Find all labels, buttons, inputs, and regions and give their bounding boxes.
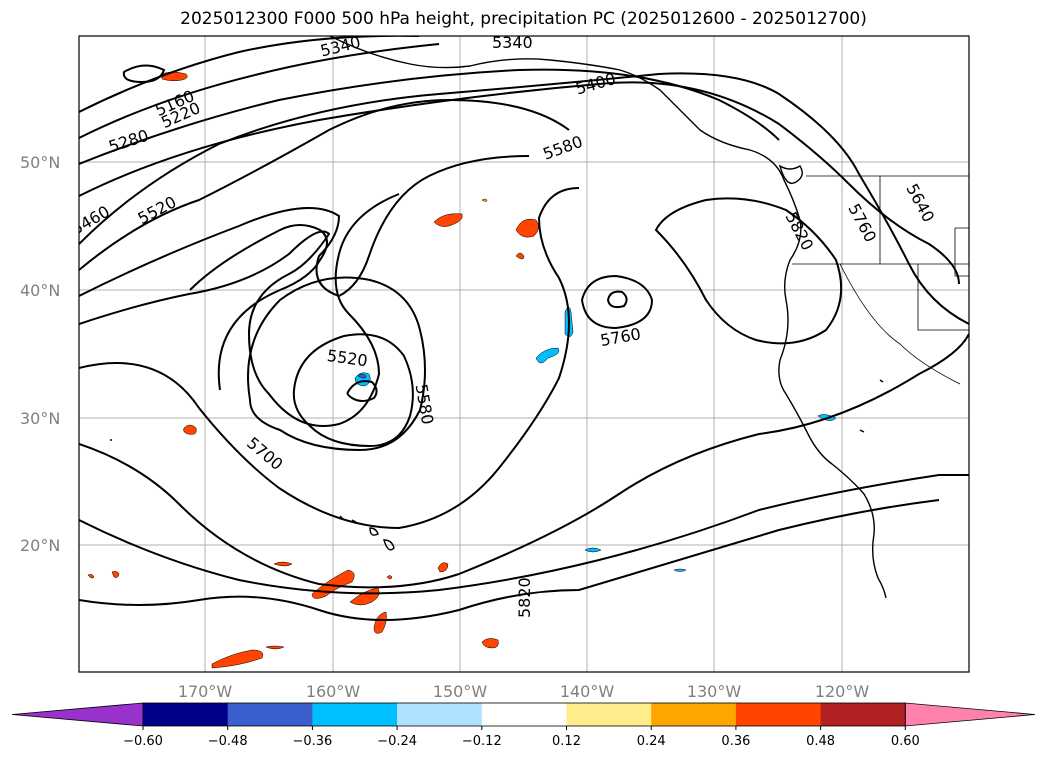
- lon-label: 150°W: [433, 682, 488, 701]
- colorbar-segment: [143, 703, 229, 726]
- colorbar-tick-label: −0.60: [123, 734, 163, 749]
- colorbar-segment: [397, 703, 483, 726]
- precip-positive: [87, 71, 539, 669]
- colorbar-tick-label: 0.60: [891, 734, 920, 749]
- lat-label: 30°N: [20, 409, 60, 428]
- lon-label: 170°W: [178, 682, 233, 701]
- map-frame: [78, 35, 970, 673]
- colorbar-segment: [820, 703, 906, 726]
- lat-label: 40°N: [20, 281, 60, 300]
- colorbar-tick-label: 0.12: [552, 734, 581, 749]
- lon-label: 130°W: [687, 682, 742, 701]
- gridlines: [79, 36, 969, 672]
- colorbar-tick-label: −0.24: [377, 734, 417, 749]
- map-title: 2025012300 F000 500 hPa height, precipit…: [180, 9, 867, 29]
- colorbar-tick-label: −0.12: [462, 734, 502, 749]
- colorbar-tick-label: −0.48: [208, 734, 248, 749]
- lon-label: 160°W: [306, 682, 361, 701]
- map-area: 5340 5340 5400 5160 5220 5280 5580 5460 …: [79, 33, 969, 672]
- colorbar-segment: [312, 703, 398, 726]
- colorbar-segment: [566, 703, 652, 726]
- colorbar-segment: [227, 703, 313, 726]
- colorbar-tick-label: 0.24: [637, 734, 666, 749]
- colorbar-tick-label: 0.36: [721, 734, 750, 749]
- colorbar-segment: [481, 703, 567, 726]
- lat-labels: 50°N 40°N 30°N 20°N: [20, 153, 60, 555]
- colorbar-tick-label: −0.36: [292, 734, 332, 749]
- colorbar: −0.60 −0.48 −0.36 −0.24 −0.12 0.12 0.24 0.36 0.4…: [11, 702, 1036, 749]
- lon-label: 120°W: [815, 682, 870, 701]
- colorbar-segment: [651, 703, 737, 726]
- colorbar-tick-label: 0.48: [806, 734, 835, 749]
- contour-label: 5340: [492, 33, 533, 52]
- lon-label: 140°W: [560, 682, 615, 701]
- colorbar-frame: [142, 702, 906, 727]
- contour-label: 5820: [515, 577, 534, 618]
- lat-label: 20°N: [20, 536, 60, 555]
- height-contours: [79, 36, 969, 621]
- lon-labels: 170°W 160°W 150°W 140°W 130°W 120°W: [178, 682, 870, 701]
- colorbar-segment: [735, 703, 822, 726]
- borders: [792, 175, 969, 385]
- colorbar-extension-low: [11, 702, 144, 727]
- colorbar-extension-high: [904, 702, 1036, 727]
- lat-label: 50°N: [20, 153, 60, 172]
